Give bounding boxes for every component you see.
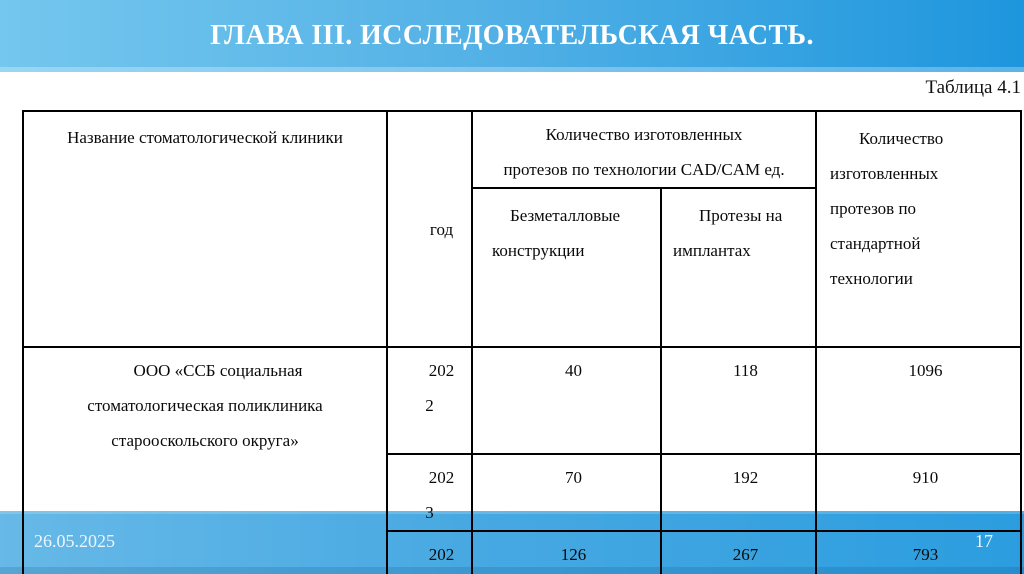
- header-metal-free-cell: Безметалловые конструкции: [471, 187, 662, 348]
- table-header-row-2: Безметалловые конструкции Протезы на имп…: [23, 187, 1021, 348]
- year-cell: 202 2: [386, 346, 473, 455]
- header-standard-cell: Количество изготовленных протезов по ста…: [815, 110, 1023, 348]
- table-row: ООО «ССБ социальная стоматологическая по…: [22, 346, 1023, 574]
- value-cell-metal-free: 70: [471, 453, 662, 532]
- header-year-label: год: [429, 219, 454, 239]
- header-year-cell: год: [386, 110, 473, 348]
- value-cell-standard: 910: [815, 453, 1023, 532]
- title-band: ГЛАВА III. ИССЛЕДОВАТЕЛЬСКАЯ ЧАСТЬ.: [0, 0, 1024, 72]
- page-number: 17: [975, 531, 993, 551]
- header-implants-cell: Протезы на имплантах: [659, 187, 818, 348]
- value-cell-implants: 118: [659, 346, 818, 455]
- value-cell-implants: 192: [659, 453, 818, 532]
- value-cell-metal-free: 40: [471, 346, 662, 455]
- header-clinic-label: Название стоматологической клиники: [67, 128, 343, 147]
- slide-date: 26.05.2025: [34, 531, 115, 551]
- header-clinic-cell: Название стоматологической клиники: [22, 110, 388, 348]
- table-caption: Таблица 4.1: [925, 77, 1021, 98]
- table-header-row-1: Название стоматологической клиники год К…: [22, 110, 1023, 348]
- year-cell: 202: [386, 530, 473, 574]
- slide-title: ГЛАВА III. ИССЛЕДОВАТЕЛЬСКАЯ ЧАСТЬ.: [210, 20, 814, 51]
- value-cell-metal-free: 126: [471, 530, 662, 574]
- table-row: 202 3 70 192 910: [23, 453, 1023, 532]
- table-row: 202 126 267 793: [23, 530, 1023, 574]
- data-table: Название стоматологической клиники год К…: [22, 110, 1023, 574]
- value-cell-standard: 1096: [815, 346, 1023, 455]
- value-cell-standard: 793: [815, 530, 1023, 574]
- value-cell-implants: 267: [659, 530, 818, 574]
- header-cadcam-group-cell: Количество изготовленных протезов по тех…: [470, 110, 818, 189]
- clinic-name-cell: ООО «ССБ социальная стоматологическая по…: [22, 346, 388, 574]
- year-cell: 202 3: [386, 453, 473, 532]
